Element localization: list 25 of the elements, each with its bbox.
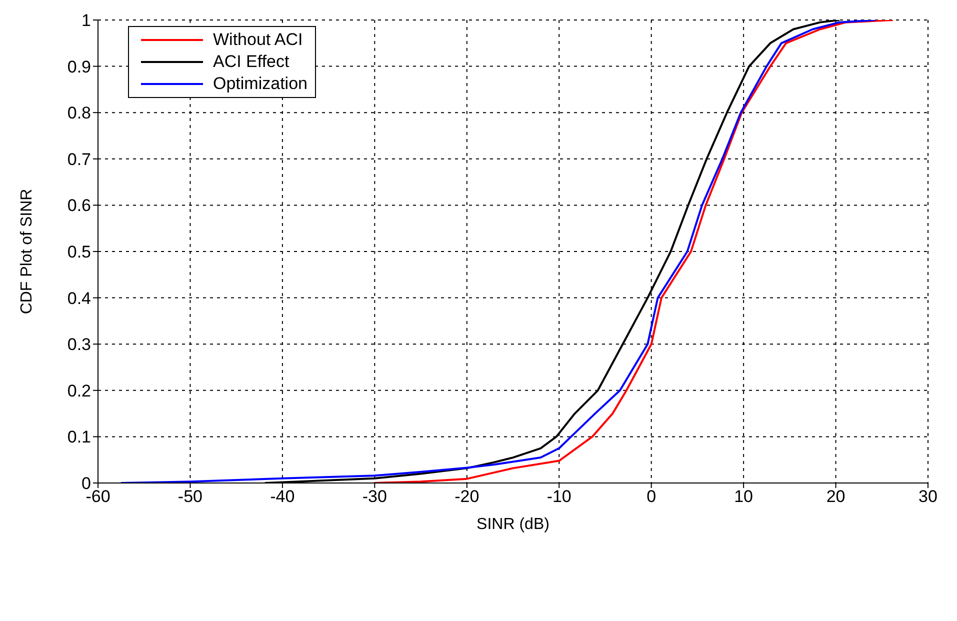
x-tick-label: -40 — [270, 487, 295, 506]
x-tick-label: 20 — [826, 487, 846, 506]
x-tick-label: -20 — [454, 487, 480, 506]
legend-label: Optimization — [213, 74, 308, 94]
x-tick-label: 30 — [918, 487, 938, 506]
y-tick-label: 0.8 — [67, 104, 91, 123]
y-tick-label: 0 — [82, 474, 91, 494]
y-tick-label: 0.7 — [67, 150, 91, 169]
y-tick-label: 0.5 — [67, 242, 91, 262]
legend-label: Without ACI — [213, 30, 303, 50]
y-tick-label: 0.9 — [67, 57, 91, 76]
y-axis-title: CDF Plot of SINR — [18, 188, 36, 314]
y-tick-label: 0.4 — [67, 288, 91, 308]
x-tick-label: -10 — [546, 487, 572, 506]
y-tick-label: 1 — [82, 11, 91, 30]
x-tick-label: 0 — [646, 487, 656, 506]
y-tick-label: 0.2 — [67, 381, 91, 400]
y-tick-label: 0.1 — [67, 428, 91, 447]
x-tick-label: -30 — [362, 487, 387, 506]
x-axis-title: SINR (dB) — [476, 516, 550, 533]
x-tick-label: -50 — [178, 487, 203, 506]
x-tick-label: 10 — [734, 487, 754, 506]
y-tick-label: 0.3 — [67, 335, 91, 354]
legend-label: ACI Effect — [213, 52, 290, 72]
y-tick-label: 0.6 — [67, 196, 91, 216]
